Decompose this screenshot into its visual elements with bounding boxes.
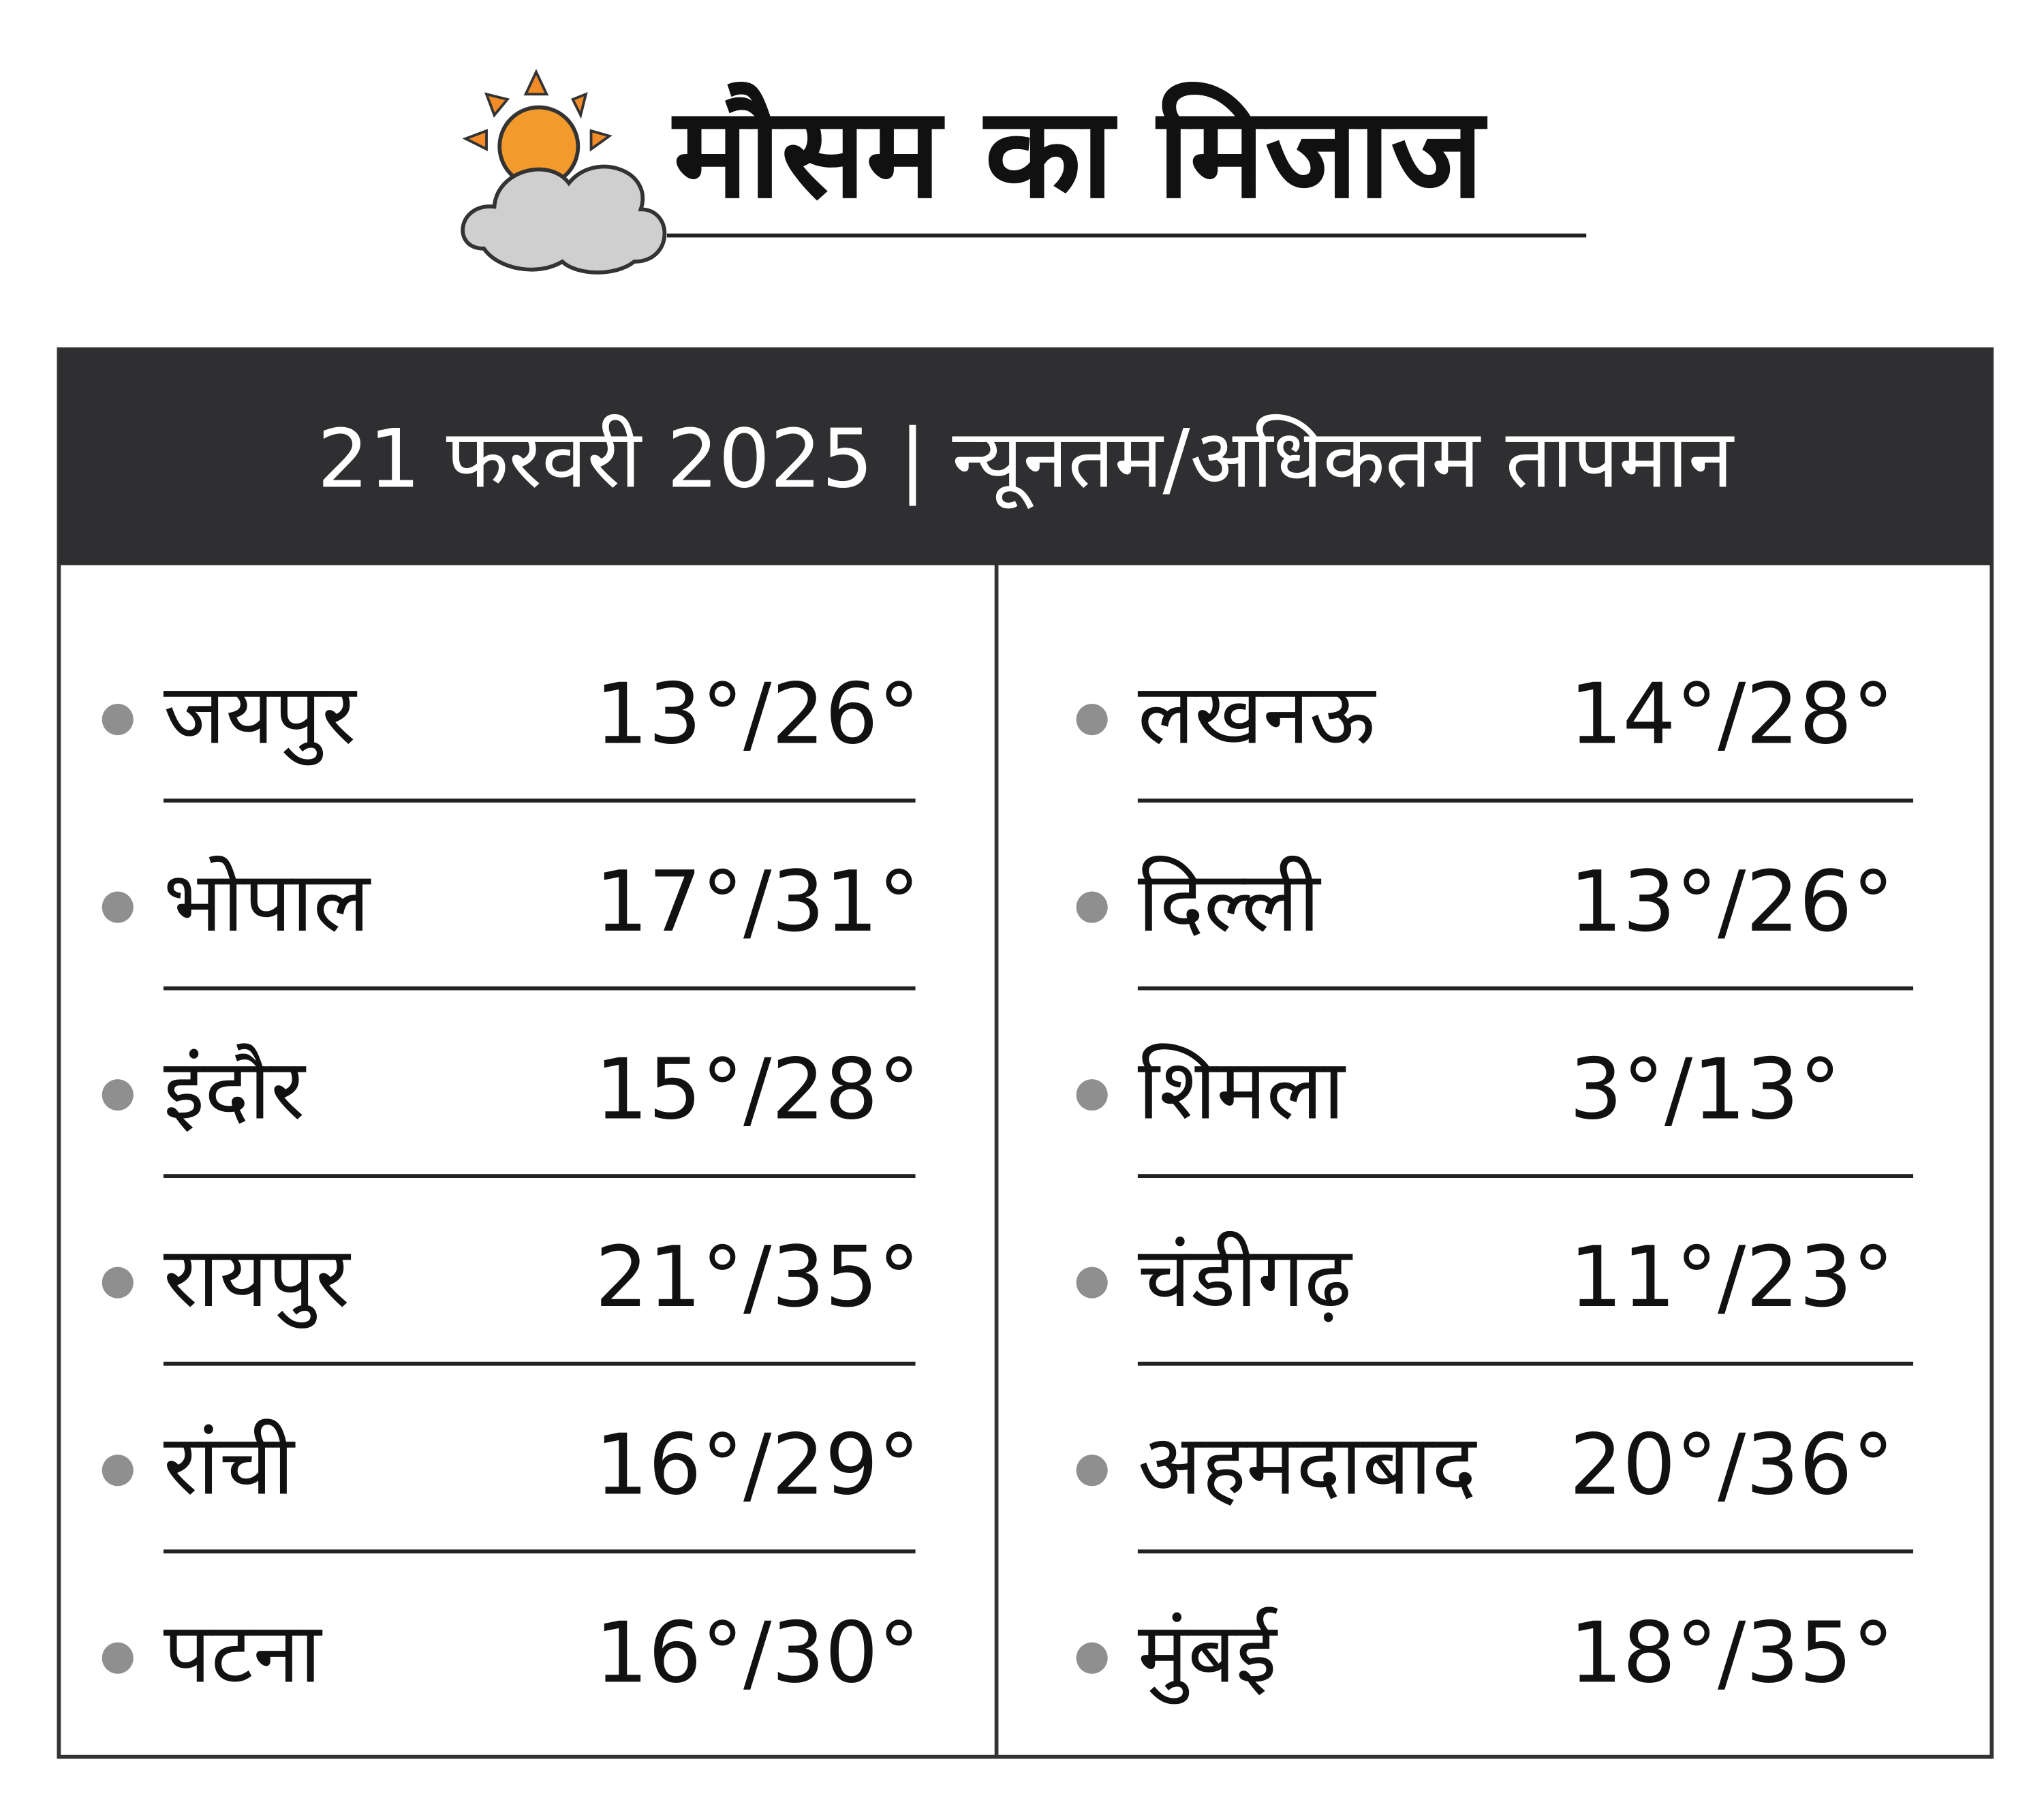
city-name: भोपाल (164, 853, 372, 950)
city-name: मुंबई (1138, 1604, 1279, 1704)
temperature: 11°/23° (1569, 1228, 1894, 1326)
table-header (59, 349, 1992, 565)
city-name: इंदौर (164, 1041, 307, 1138)
bullet (1076, 1642, 1108, 1674)
temperature: 18°/35° (1569, 1604, 1894, 1701)
temperature: 21°/35° (595, 1228, 920, 1326)
city-name: चंडीगढ़ (1138, 1228, 1353, 1326)
city-name: शिमला (1138, 1041, 1346, 1138)
bullet (1076, 1455, 1108, 1487)
temperature: 13°/26° (595, 666, 920, 763)
bullet (102, 1079, 134, 1111)
temperature: 17°/31° (595, 853, 920, 950)
bullet (102, 891, 134, 923)
city-name: अहमदाबाद (1138, 1416, 1478, 1514)
temperature: 15°/28° (595, 1041, 920, 1138)
city-name: दिल्ली (1138, 853, 1322, 950)
temperature: 3°/13° (1569, 1041, 1841, 1138)
page-title: मौसम का मिजाज (671, 80, 1487, 226)
city-name: रांची (164, 1416, 296, 1514)
bullet (102, 1267, 134, 1299)
bullet (1076, 1079, 1108, 1111)
temperature: 16°/29° (595, 1416, 920, 1514)
city-name: पटना (164, 1604, 323, 1701)
table-caption: 21 फरवरी 2025 | न्यूनतम/अधिकतम तापमान (318, 412, 1735, 509)
weather-icon (461, 69, 667, 275)
temperature: 13°/26° (1569, 853, 1894, 950)
bullet (102, 1642, 134, 1674)
bullet (1076, 1267, 1108, 1299)
bullet (102, 1455, 134, 1487)
table-body: जयपुर 13°/26° भोपाल 17°/31° इंदौर 15°/28° रायप… (102, 666, 1914, 1704)
temperature: 16°/30° (595, 1604, 920, 1701)
bullet (1076, 704, 1108, 736)
bullet (102, 704, 134, 736)
table-frame (57, 347, 1994, 1759)
city-name: रायपुर (164, 1228, 352, 1329)
bullet (1076, 891, 1108, 923)
city-name: लखनऊ (1138, 666, 1377, 763)
temperature: 20°/36° (1569, 1416, 1894, 1514)
temperature: 14°/28° (1569, 666, 1894, 763)
city-name: जयपुर (164, 666, 358, 766)
